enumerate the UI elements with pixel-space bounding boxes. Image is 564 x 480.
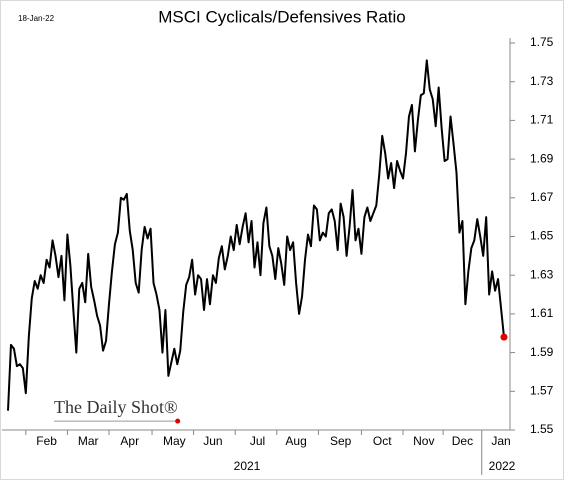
watermark-dot	[175, 418, 181, 424]
watermark: The Daily Shot®	[54, 397, 178, 417]
y-tick-label: 1.75	[530, 35, 554, 49]
y-tick-label: 1.71	[530, 113, 554, 127]
year-label: 2022	[489, 459, 516, 473]
x-tick-label: Dec	[452, 434, 473, 448]
y-tick-label: 1.67	[530, 190, 554, 204]
line	[7, 59, 505, 411]
y-tick-label: 1.69	[530, 151, 554, 165]
x-tick-label: Sep	[330, 434, 352, 448]
x-tick-label: May	[163, 434, 186, 448]
y-tick-label: 1.57	[530, 383, 554, 397]
x-tick-label: Oct	[373, 434, 392, 448]
x-tick-label: Apr	[120, 434, 139, 448]
x-tick-label: Nov	[413, 434, 434, 448]
y-tick-label: 1.55	[530, 422, 554, 436]
y-tick-label: 1.65	[530, 229, 554, 243]
x-tick-label: Aug	[285, 434, 306, 448]
year-label: 2021	[234, 459, 261, 473]
x-tick-label: Jan	[491, 434, 510, 448]
last-point	[500, 333, 508, 341]
x-tick-label: Jul	[250, 434, 265, 448]
x-tick-label: Jun	[203, 434, 222, 448]
chart-title: MSCI Cyclicals/Defensives Ratio	[158, 7, 406, 26]
y-tick-label: 1.63	[530, 267, 554, 281]
x-tick-label: Feb	[36, 434, 57, 448]
y-tick-label: 1.61	[530, 306, 554, 320]
x-tick-label: Mar	[78, 434, 99, 448]
y-tick-label: 1.73	[530, 74, 554, 88]
y-tick-label: 1.59	[530, 345, 554, 359]
date-label: 18-Jan-22	[18, 14, 55, 23]
